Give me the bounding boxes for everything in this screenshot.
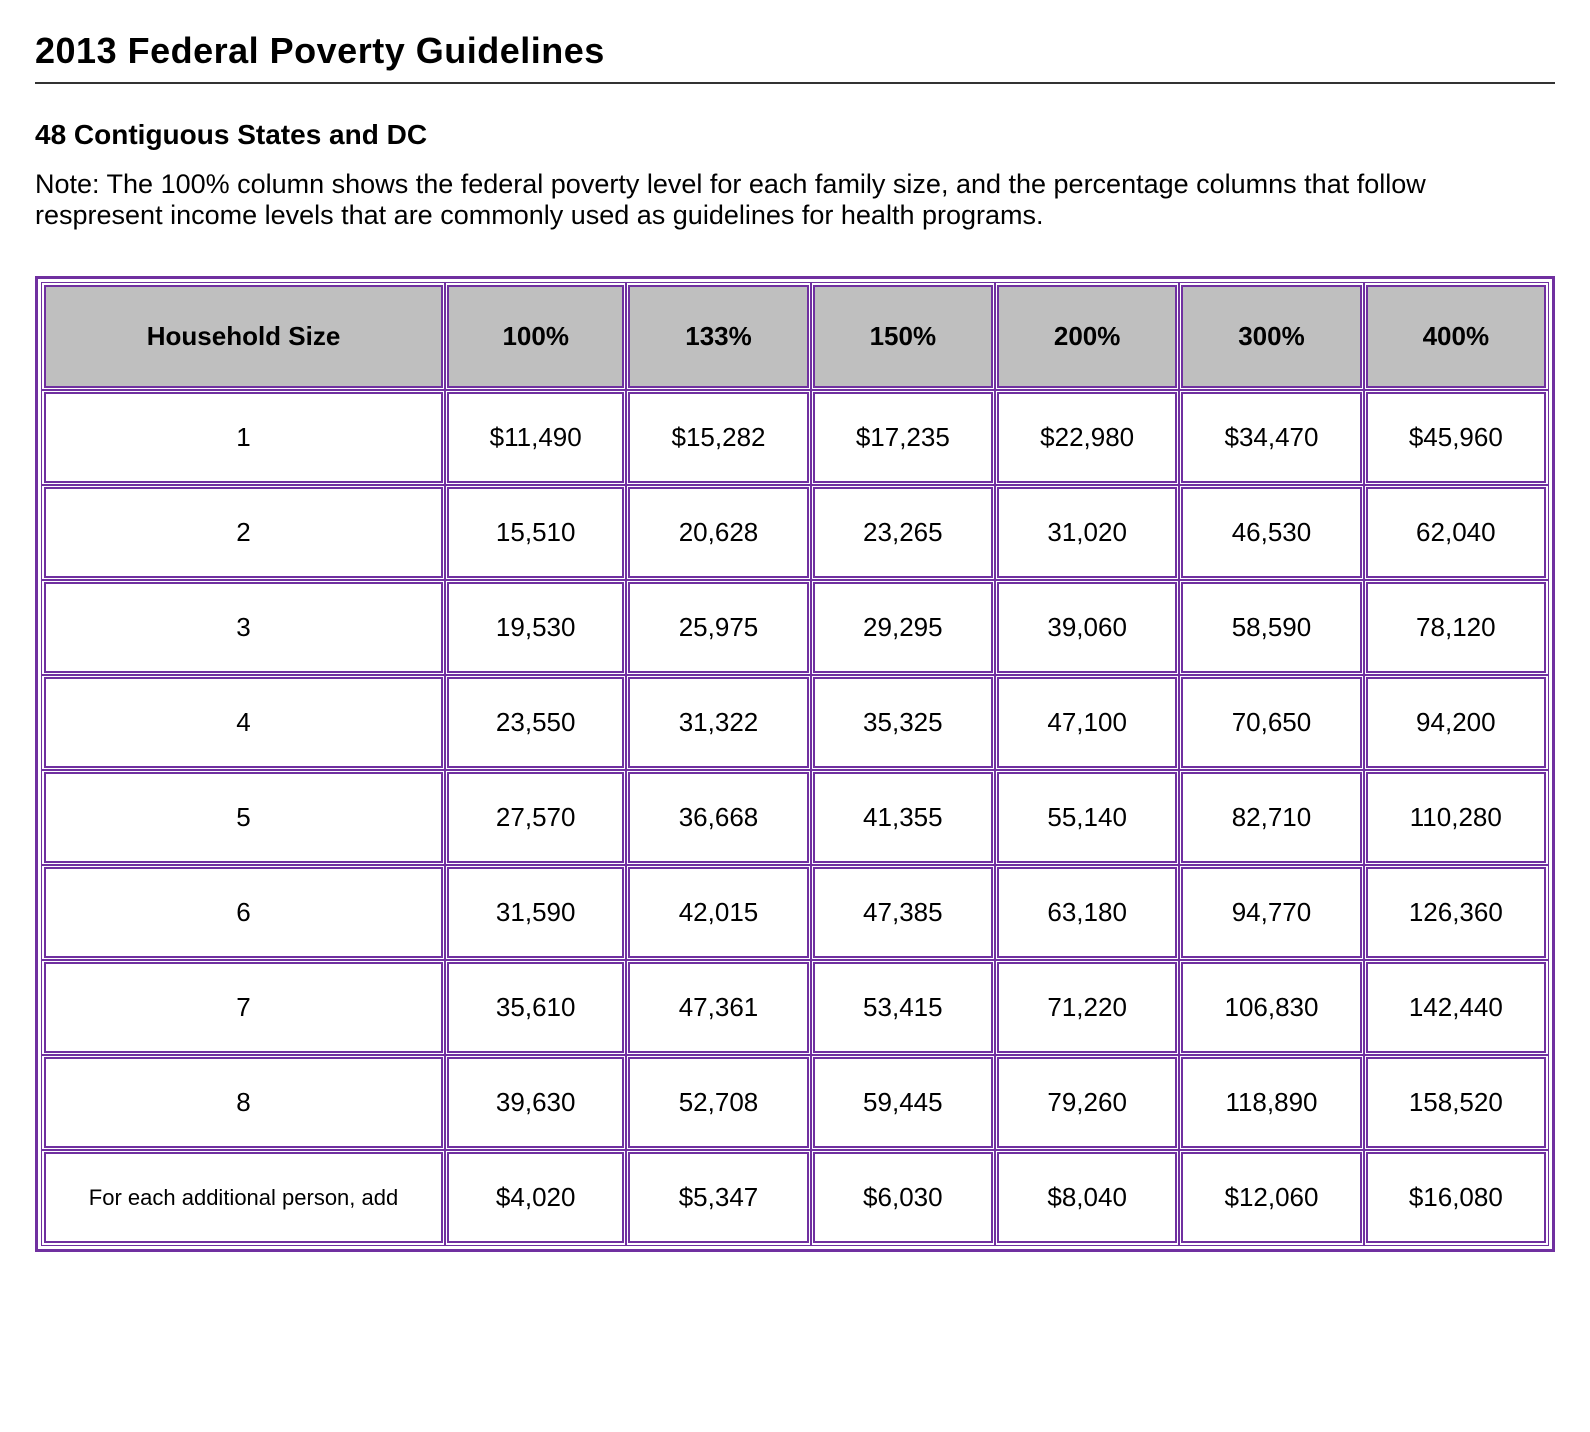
table-cell: 47,361 <box>628 962 808 1053</box>
table-cell: 3 <box>44 582 443 673</box>
col-100pct: 100% <box>447 285 624 388</box>
table-cell: For each additional person, add <box>44 1152 443 1243</box>
table-cell: $12,060 <box>1181 1152 1361 1243</box>
table-cell: 158,520 <box>1366 1057 1546 1148</box>
table-cell: 142,440 <box>1366 962 1546 1053</box>
table-cell: 5 <box>44 772 443 863</box>
table-cell: $8,040 <box>997 1152 1177 1243</box>
table-cell: 55,140 <box>997 772 1177 863</box>
title-divider <box>35 82 1555 84</box>
table-cell: 47,385 <box>813 867 993 958</box>
table-cell: 78,120 <box>1366 582 1546 673</box>
table-row: 735,61047,36153,41571,220106,830142,440 <box>44 962 1546 1053</box>
table-cell: 94,200 <box>1366 677 1546 768</box>
table-cell: 23,265 <box>813 487 993 578</box>
col-133pct: 133% <box>628 285 808 388</box>
table-cell: $17,235 <box>813 392 993 483</box>
table-cell: 58,590 <box>1181 582 1361 673</box>
table-cell: 59,445 <box>813 1057 993 1148</box>
table-cell: 31,322 <box>628 677 808 768</box>
table-row: 319,53025,97529,29539,06058,59078,120 <box>44 582 1546 673</box>
table-cell: 82,710 <box>1181 772 1361 863</box>
table-cell: 70,650 <box>1181 677 1361 768</box>
table-cell: 46,530 <box>1181 487 1361 578</box>
table-cell: $22,980 <box>997 392 1177 483</box>
table-cell: 53,415 <box>813 962 993 1053</box>
table-cell: 2 <box>44 487 443 578</box>
table-cell: 39,630 <box>447 1057 624 1148</box>
table-cell: 36,668 <box>628 772 808 863</box>
table-body: 1$11,490$15,282$17,235$22,980$34,470$45,… <box>44 392 1546 1243</box>
col-150pct: 150% <box>813 285 993 388</box>
table-cell: 29,295 <box>813 582 993 673</box>
region-subtitle: 48 Contiguous States and DC <box>35 119 1555 151</box>
table-row-additional: For each additional person, add$4,020$5,… <box>44 1152 1546 1243</box>
table-cell: $34,470 <box>1181 392 1361 483</box>
table-cell: 35,325 <box>813 677 993 768</box>
table-cell: 118,890 <box>1181 1057 1361 1148</box>
table-row: 1$11,490$15,282$17,235$22,980$34,470$45,… <box>44 392 1546 483</box>
table-cell: $11,490 <box>447 392 624 483</box>
table-header-row: Household Size 100% 133% 150% 200% 300% … <box>44 285 1546 388</box>
table-cell: 1 <box>44 392 443 483</box>
page-title: 2013 Federal Poverty Guidelines <box>35 30 1555 72</box>
table-cell: 71,220 <box>997 962 1177 1053</box>
table-row: 423,55031,32235,32547,10070,65094,200 <box>44 677 1546 768</box>
table-cell: 47,100 <box>997 677 1177 768</box>
table-cell: 42,015 <box>628 867 808 958</box>
col-household-size: Household Size <box>44 285 443 388</box>
table-cell: 7 <box>44 962 443 1053</box>
table-cell: $15,282 <box>628 392 808 483</box>
col-400pct: 400% <box>1366 285 1546 388</box>
table-cell: 19,530 <box>447 582 624 673</box>
table-cell: 106,830 <box>1181 962 1361 1053</box>
table-cell: 8 <box>44 1057 443 1148</box>
table-cell: 4 <box>44 677 443 768</box>
table-cell: 25,975 <box>628 582 808 673</box>
table-cell: 63,180 <box>997 867 1177 958</box>
table-row: 527,57036,66841,35555,14082,710110,280 <box>44 772 1546 863</box>
table-cell: 27,570 <box>447 772 624 863</box>
fpl-table: Household Size 100% 133% 150% 200% 300% … <box>35 276 1555 1252</box>
table-cell: 15,510 <box>447 487 624 578</box>
table-cell: 41,355 <box>813 772 993 863</box>
table-cell: 20,628 <box>628 487 808 578</box>
table-cell: 31,590 <box>447 867 624 958</box>
table-row: 215,51020,62823,26531,02046,53062,040 <box>44 487 1546 578</box>
table-cell: $5,347 <box>628 1152 808 1243</box>
table-cell: 94,770 <box>1181 867 1361 958</box>
col-300pct: 300% <box>1181 285 1361 388</box>
table-cell: $6,030 <box>813 1152 993 1243</box>
table-cell: $45,960 <box>1366 392 1546 483</box>
table-cell: 52,708 <box>628 1057 808 1148</box>
col-200pct: 200% <box>997 285 1177 388</box>
table-row: 631,59042,01547,38563,18094,770126,360 <box>44 867 1546 958</box>
table-cell: 23,550 <box>447 677 624 768</box>
table-cell: $16,080 <box>1366 1152 1546 1243</box>
table-cell: 126,360 <box>1366 867 1546 958</box>
note-text: Note: The 100% column shows the federal … <box>35 169 1535 231</box>
table-cell: $4,020 <box>447 1152 624 1243</box>
table-cell: 39,060 <box>997 582 1177 673</box>
table-cell: 62,040 <box>1366 487 1546 578</box>
table-row: 839,63052,70859,44579,260118,890158,520 <box>44 1057 1546 1148</box>
table-cell: 110,280 <box>1366 772 1546 863</box>
table-cell: 79,260 <box>997 1057 1177 1148</box>
table-cell: 35,610 <box>447 962 624 1053</box>
table-cell: 31,020 <box>997 487 1177 578</box>
table-cell: 6 <box>44 867 443 958</box>
